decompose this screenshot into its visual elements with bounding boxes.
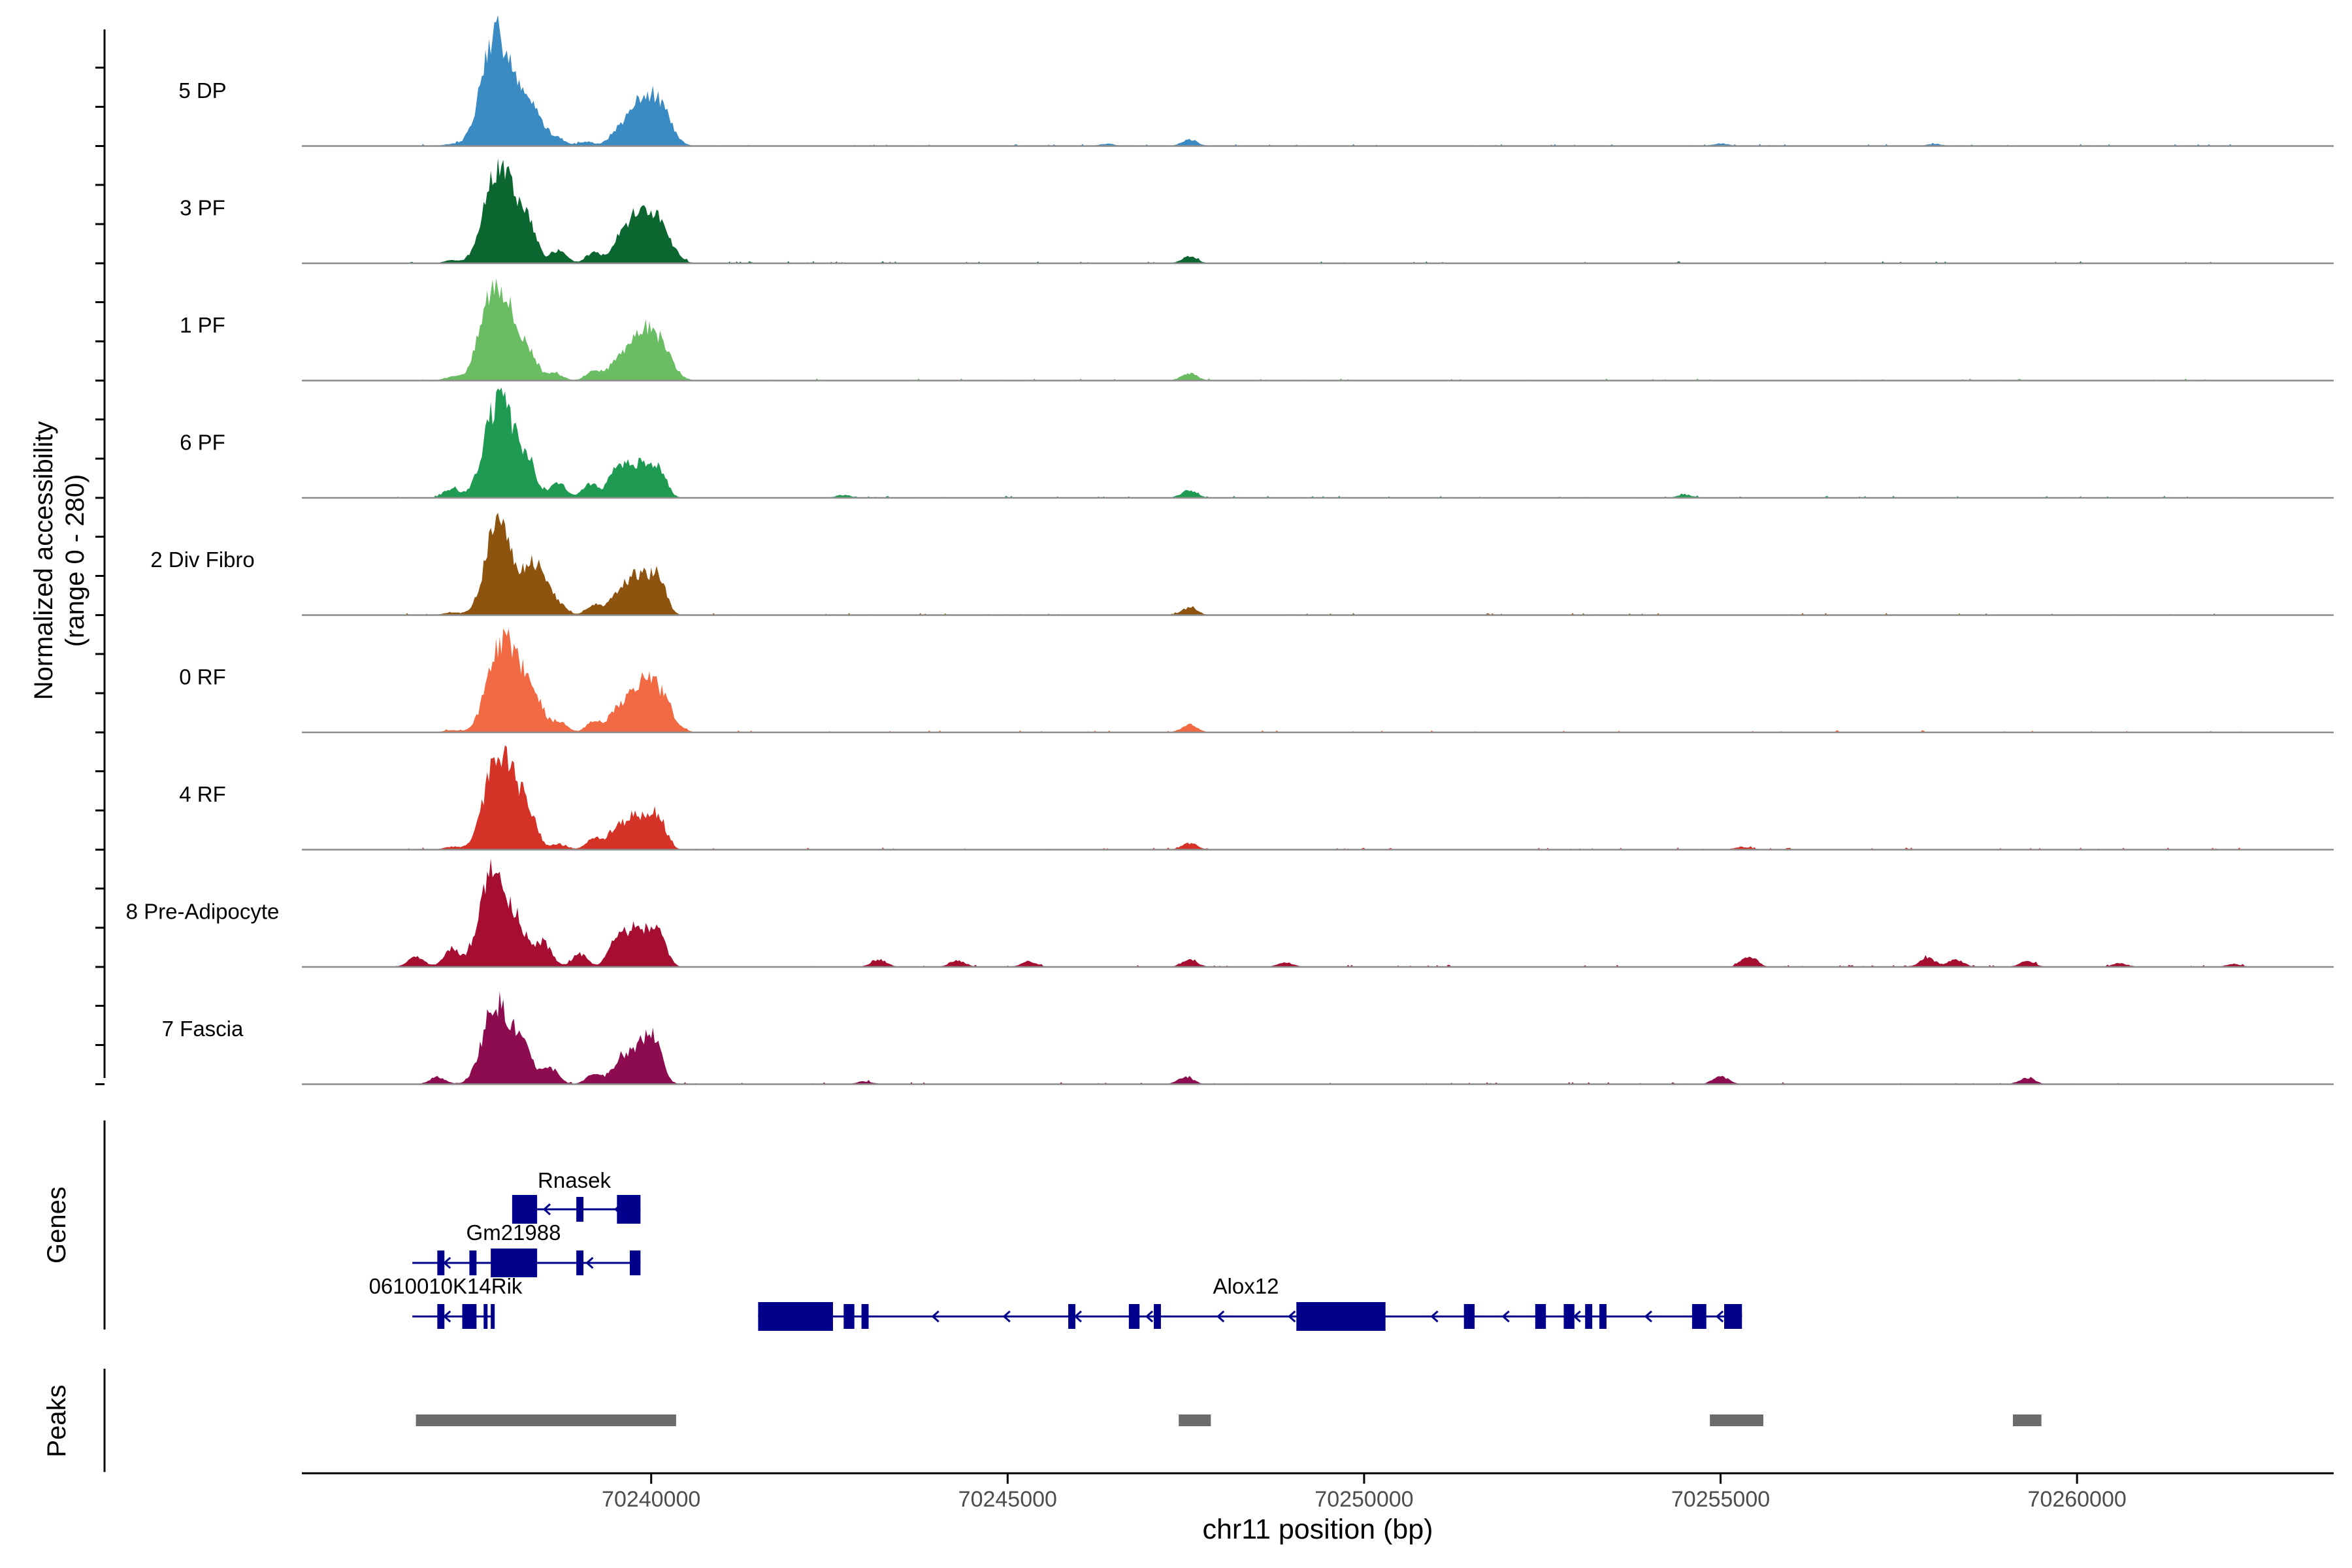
track-label: 3 PF [180,196,225,220]
gene-exon [1128,1304,1140,1329]
gene-exon [491,1304,495,1329]
gene-exon [469,1250,477,1275]
peak-region [1179,1414,1211,1426]
coverage-area [394,858,2249,967]
strand-arrow [931,1310,939,1323]
x-tick-label: 70245000 [958,1487,1057,1512]
gene-exon [576,1197,584,1222]
track-label: 7 Fascia [162,1017,244,1041]
coverage-tracks [302,14,2334,1085]
strand-arrow [1216,1310,1225,1323]
gene-label: Gm21988 [466,1220,561,1245]
gene-exon [1154,1304,1161,1329]
peak-region [1710,1414,1764,1426]
gene-exon [1563,1304,1575,1329]
gene-label: Rnasek [538,1168,611,1192]
gene-exon [491,1249,538,1277]
gene-annotations: Rnasek Gm21988 0610010K14Rik Alox12 [369,1168,1742,1331]
peak-region [2012,1414,2042,1426]
genes-panel-label: Genes [42,1186,71,1264]
gene-exon [1296,1302,1386,1331]
peak-regions [416,1414,2042,1426]
strand-arrow [1644,1310,1652,1323]
gene-label: Alox12 [1213,1274,1279,1298]
x-tick-label: 70255000 [1671,1487,1770,1512]
y-axis-title: Normalized accessibility [29,421,58,700]
gene-exon [1724,1304,1742,1329]
strand-arrow [1715,1310,1724,1323]
strand-arrow [1430,1310,1439,1323]
gene-exon [1691,1304,1707,1329]
gene-exon [1463,1304,1475,1329]
x-axis-ticks: 70240000 70245000 70250000 70255000 70260000 [602,1473,2127,1512]
gene-exon [629,1250,641,1275]
gene-exon [1585,1304,1593,1329]
strand-arrow [1145,1310,1154,1323]
track-label: 2 Div Fibro [150,547,255,572]
strand-arrow [1501,1310,1510,1323]
track-label: 1 PF [180,313,225,337]
x-tick-label: 70250000 [1315,1487,1413,1512]
track-label: 4 RF [179,782,226,806]
gene-label: 0610010K14Rik [369,1274,523,1298]
gene-exon [576,1250,584,1275]
gene-exon [483,1304,488,1329]
gene-exon [617,1195,641,1224]
gene-exon [1068,1304,1075,1329]
strand-arrow [542,1203,551,1216]
peak-region [416,1414,676,1426]
strand-arrow [442,1256,451,1269]
track-label: 5 DP [178,78,226,103]
gene-exon [1535,1304,1546,1329]
peaks-panel-label: Peaks [42,1384,71,1457]
x-tick-label: 70240000 [602,1487,700,1512]
gene-exon [861,1304,869,1329]
x-axis-title: chr11 position (bp) [1203,1514,1433,1545]
y-axis-ticks [95,67,105,1085]
track-labels: 5 DP 3 PF 1 PF 6 PF 2 Div Fibro 0 RF 4 RF 8 Pre… [126,78,280,1041]
x-tick-label: 70260000 [2028,1487,2127,1512]
strand-arrow [1002,1310,1011,1323]
track-label: 8 Pre-Adipocyte [126,900,280,924]
gene-exon [437,1250,445,1275]
y-axis-range: (range 0 - 280) [61,474,90,647]
gene-exon [437,1304,445,1329]
track-label: 6 PF [180,431,225,455]
gene-exon [758,1302,833,1331]
strand-arrow [442,1310,451,1323]
track-label: 0 RF [179,665,226,689]
strand-arrow [585,1256,594,1269]
gene-exon [1599,1304,1607,1329]
strand-arrow [1288,1310,1296,1323]
gene-exon [462,1304,477,1329]
gene-exon [512,1195,538,1224]
gene-exon [843,1304,855,1329]
